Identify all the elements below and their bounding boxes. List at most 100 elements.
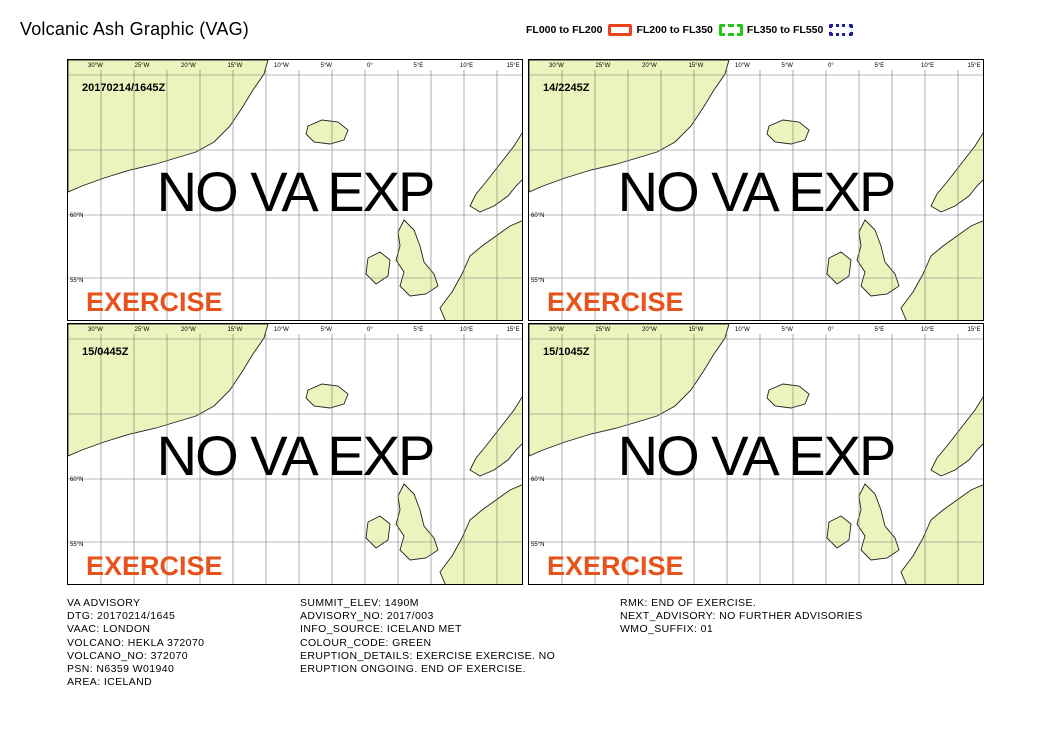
advisory-line: SUMMIT_ELEV: 1490M bbox=[300, 597, 419, 609]
longitude-label: 5°W bbox=[321, 327, 333, 333]
panel-dtg: 14/2245Z bbox=[543, 82, 590, 94]
scandinavia-land bbox=[930, 396, 983, 477]
longitude-label: 5°E bbox=[414, 63, 424, 69]
flight-level-legend: FL000 to FL200 FL200 to FL350 FL350 to F… bbox=[526, 24, 857, 36]
advisory-line: DTG: 20170214/1645 bbox=[67, 610, 176, 623]
advisory-line: PSN: N6359 W01940 bbox=[67, 663, 175, 676]
longitude-label: 25°W bbox=[135, 327, 150, 333]
advisory-line: VAAC: LONDON bbox=[67, 623, 151, 636]
great-britain-land bbox=[395, 219, 439, 297]
longitude-label: 15°E bbox=[968, 327, 981, 333]
longitude-label: 25°W bbox=[596, 327, 611, 333]
exercise-watermark: EXERCISE bbox=[86, 287, 223, 317]
legend-swatch-fl000-fl200 bbox=[608, 24, 633, 36]
great-britain-land bbox=[856, 219, 900, 297]
longitude-label: 0° bbox=[367, 327, 373, 333]
longitude-label: 0° bbox=[367, 63, 373, 69]
latitude-label: 55°N bbox=[531, 278, 544, 284]
ireland-land bbox=[826, 515, 852, 549]
latitude-label: 60°N bbox=[531, 477, 544, 483]
exercise-watermark: EXERCISE bbox=[547, 551, 684, 581]
longitude-label: 0° bbox=[828, 327, 834, 333]
longitude-label: 10°E bbox=[460, 63, 473, 69]
advisory-line: NEXT_ADVISORY: NO FURTHER ADVISORIES bbox=[620, 610, 863, 623]
longitude-label: 30°W bbox=[88, 327, 103, 333]
longitude-label: 20°W bbox=[642, 63, 657, 69]
longitude-label: 15°W bbox=[228, 63, 243, 69]
longitude-label: 10°E bbox=[460, 327, 473, 333]
exercise-watermark: EXERCISE bbox=[86, 551, 223, 581]
longitude-label: 5°W bbox=[321, 63, 333, 69]
continent-land bbox=[900, 484, 983, 584]
ireland-land bbox=[365, 251, 391, 285]
continent-land bbox=[439, 484, 522, 584]
longitude-label: 10°W bbox=[274, 63, 289, 69]
scandinavia-land bbox=[469, 396, 522, 477]
legend-label-fl350-fl550: FL350 to FL550 bbox=[746, 24, 824, 36]
longitude-label: 25°W bbox=[596, 63, 611, 69]
iceland-land bbox=[766, 383, 810, 409]
map-panel-3: 30°W 25°W 20°W 15°W 10°W 5°W 0° 5°E 10°E 15°E 60°N… bbox=[67, 323, 523, 585]
longitude-label: 20°W bbox=[642, 327, 657, 333]
longitude-label: 15°E bbox=[507, 327, 520, 333]
latitude-label: 60°N bbox=[70, 213, 83, 219]
advisory-line: VOLCANO: HEKLA 372070 bbox=[67, 636, 205, 649]
panel-dtg: 15/1045Z bbox=[543, 346, 590, 358]
advisory-line: ADVISORY_NO: 2017/003 bbox=[300, 610, 434, 623]
longitude-label: 20°W bbox=[181, 63, 196, 69]
panel-dtg: 20170214/1645Z bbox=[82, 82, 166, 94]
latitude-label: 60°N bbox=[531, 213, 544, 219]
advisory-line: WMO_SUFFIX: 01 bbox=[620, 623, 714, 636]
longitude-label: 10°E bbox=[921, 327, 934, 333]
greenland-land bbox=[68, 324, 269, 457]
page-title: Volcanic Ash Graphic (VAG) bbox=[20, 19, 249, 39]
advisory-line: VOLCANO_NO: 372070 bbox=[67, 649, 189, 662]
no-va-exp-label: NO VA EXP bbox=[617, 160, 897, 223]
longitude-label: 0° bbox=[828, 63, 834, 69]
advisory-column-1: VA ADVISORY DTG: 20170214/1645 VAAC: LON… bbox=[67, 597, 204, 689]
map-graphic: 30°W 25°W 20°W 15°W 10°W 5°W 0° 5°E 10°E 15°E 60°N… bbox=[68, 60, 522, 320]
advisory-line: ERUPTION ONGOING. END OF EXERCISE. bbox=[300, 663, 526, 676]
longitude-label: 5°W bbox=[782, 327, 794, 333]
legend-label-fl000-fl200: FL000 to FL200 bbox=[526, 24, 603, 36]
longitude-label: 30°W bbox=[549, 63, 564, 69]
greenland-land bbox=[529, 60, 730, 193]
map-panel-4: 30°W 25°W 20°W 15°W 10°W 5°W 0° 5°E 10°E 15°E 60°N… bbox=[528, 323, 984, 585]
legend-swatch-fl350-fl550 bbox=[829, 24, 854, 36]
panel-dtg: 15/0445Z bbox=[82, 346, 129, 358]
longitude-label: 25°W bbox=[135, 63, 150, 69]
latitude-label: 55°N bbox=[70, 542, 83, 548]
latitude-label: 55°N bbox=[531, 542, 544, 548]
map-panel-2: 30°W 25°W 20°W 15°W 10°W 5°W 0° 5°E 10°E 15°E 60°N… bbox=[528, 59, 984, 321]
iceland-land bbox=[305, 383, 349, 409]
longitude-label: 15°E bbox=[507, 63, 520, 69]
longitude-label: 10°W bbox=[735, 63, 750, 69]
longitude-label: 15°W bbox=[228, 327, 243, 333]
advisory-line: RMK: END OF EXERCISE. bbox=[620, 597, 757, 609]
scandinavia-land bbox=[930, 132, 983, 213]
ireland-land bbox=[826, 251, 852, 285]
advisory-column-2: SUMMIT_ELEV: 1490M ADVISORY_NO: 2017/003… bbox=[300, 597, 555, 676]
legend-label-fl200-fl350: FL200 to FL350 bbox=[636, 24, 713, 36]
longitude-label: 5°E bbox=[875, 327, 885, 333]
greenland-land bbox=[68, 60, 269, 193]
continent-land bbox=[900, 220, 983, 320]
advisory-line: ERUPTION_DETAILS: EXERCISE EXERCISE. NO bbox=[300, 649, 556, 662]
longitude-label: 10°W bbox=[735, 327, 750, 333]
longitude-label: 20°W bbox=[181, 327, 196, 333]
map-panel-1: 30°W 25°W 20°W 15°W 10°W 5°W 0° 5°E 10°E 15°E 60°N… bbox=[67, 59, 523, 321]
continent-land bbox=[439, 220, 522, 320]
longitude-label: 5°E bbox=[414, 327, 424, 333]
advisory-line: INFO_SOURCE: ICELAND MET bbox=[300, 623, 462, 636]
iceland-land bbox=[766, 119, 810, 145]
ireland-land bbox=[365, 515, 391, 549]
longitude-label: 15°E bbox=[968, 63, 981, 69]
longitude-label: 10°W bbox=[274, 327, 289, 333]
longitude-label: 15°W bbox=[689, 327, 704, 333]
great-britain-land bbox=[395, 483, 439, 561]
longitude-label: 15°W bbox=[689, 63, 704, 69]
iceland-land bbox=[305, 119, 349, 145]
advisory-line: AREA: ICELAND bbox=[67, 676, 153, 689]
longitude-label: 30°W bbox=[88, 63, 103, 69]
longitude-label: 30°W bbox=[549, 327, 564, 333]
